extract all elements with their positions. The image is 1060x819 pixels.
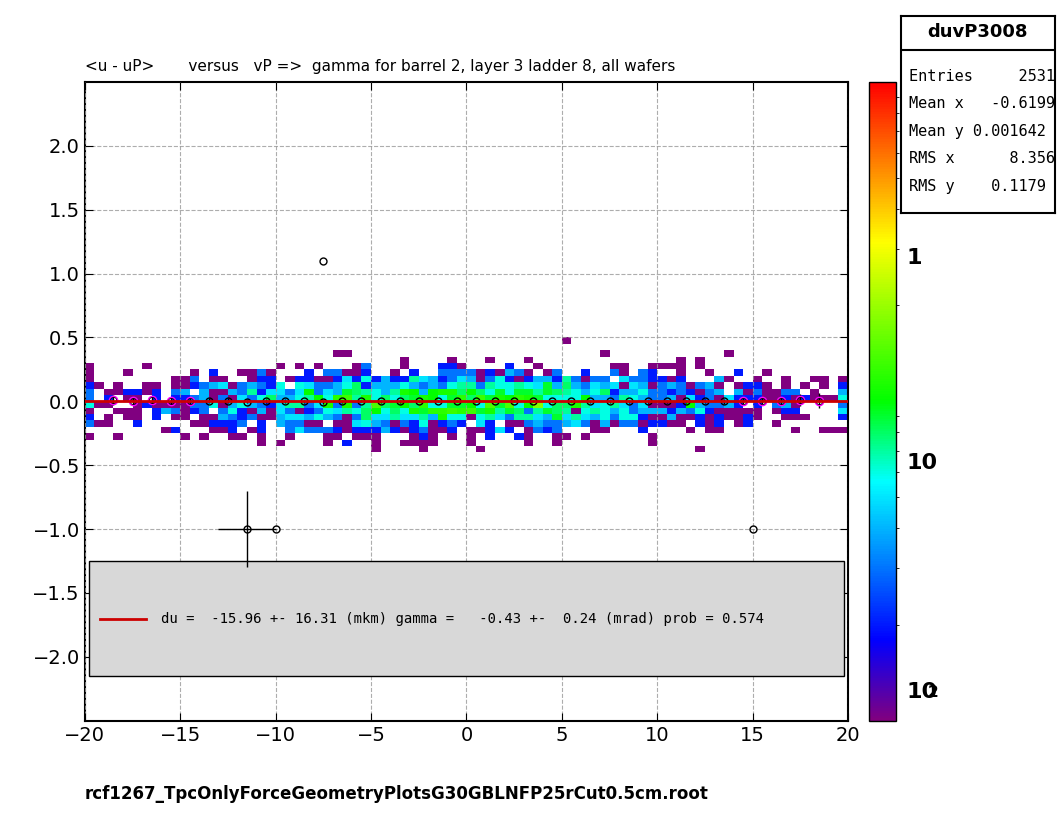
Text: RMS y    0.1179: RMS y 0.1179 (908, 179, 1045, 194)
Text: RMS x      8.356: RMS x 8.356 (908, 152, 1055, 166)
Text: Mean x   -0.6199: Mean x -0.6199 (908, 97, 1055, 111)
Bar (89, 561, 844, 676)
Text: 10: 10 (906, 682, 937, 702)
Text: <u - uP>       versus   vP =>  gamma for barrel 2, layer 3 ladder 8, all wafers: <u - uP> versus vP => gamma for barrel 2… (85, 59, 675, 74)
Text: Entries     2531: Entries 2531 (908, 69, 1055, 84)
Text: 2: 2 (928, 686, 938, 700)
Text: duvP3008: duvP3008 (928, 23, 1028, 41)
Text: rcf1267_TpcOnlyForceGeometryPlotsG30GBLNFP25rCut0.5cm.root: rcf1267_TpcOnlyForceGeometryPlotsG30GBLN… (85, 785, 709, 803)
Text: Mean y 0.001642: Mean y 0.001642 (908, 124, 1045, 139)
Text: du =  -15.96 +- 16.31 (mkm) gamma =   -0.43 +-  0.24 (mrad) prob = 0.574: du = -15.96 +- 16.31 (mkm) gamma = -0.43… (161, 612, 764, 626)
Text: 10: 10 (906, 453, 937, 473)
Text: 1: 1 (906, 248, 922, 268)
